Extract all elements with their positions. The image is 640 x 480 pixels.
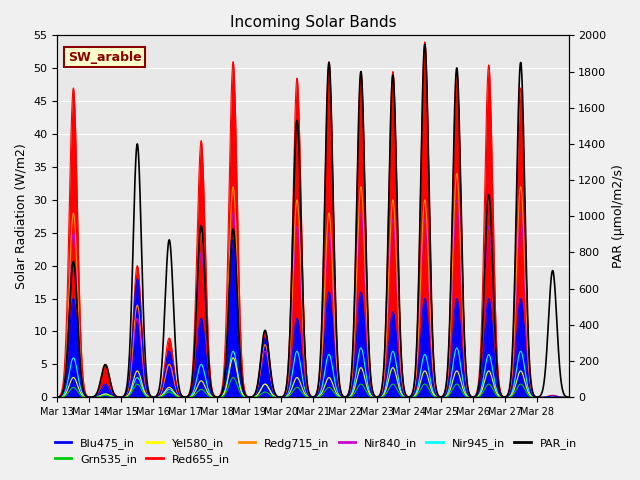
Y-axis label: Solar Radiation (W/m2): Solar Radiation (W/m2) bbox=[15, 144, 28, 289]
Legend: Blu475_in, Grn535_in, Yel580_in, Red655_in, Redg715_in, Nir840_in, Nir945_in, PA: Blu475_in, Grn535_in, Yel580_in, Red655_… bbox=[51, 433, 581, 469]
Text: SW_arable: SW_arable bbox=[68, 51, 141, 64]
Title: Incoming Solar Bands: Incoming Solar Bands bbox=[230, 15, 396, 30]
Y-axis label: PAR (μmol/m2/s): PAR (μmol/m2/s) bbox=[612, 164, 625, 268]
